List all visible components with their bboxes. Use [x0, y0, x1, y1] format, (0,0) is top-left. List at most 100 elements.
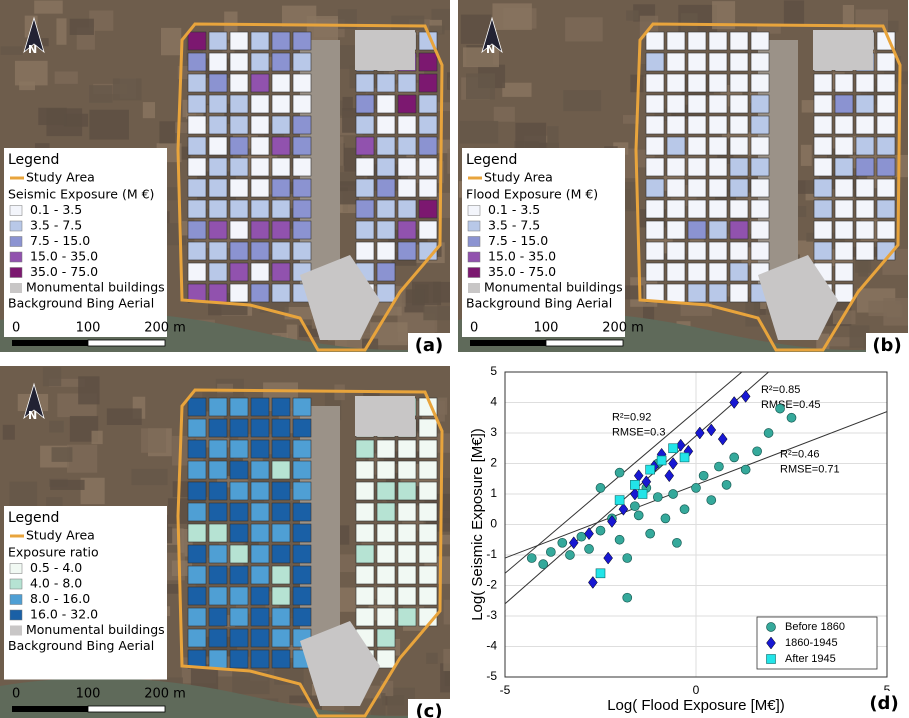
building — [208, 178, 228, 198]
point — [565, 550, 575, 560]
building — [876, 136, 896, 156]
building — [687, 241, 707, 261]
legend-label: 8.0 - 16.0 — [30, 591, 90, 606]
building — [708, 157, 728, 177]
building — [397, 481, 417, 501]
building — [292, 115, 312, 135]
building — [208, 460, 228, 480]
scale-label: 200 m — [602, 321, 644, 336]
building — [418, 502, 438, 522]
building — [418, 418, 438, 438]
aerial-texture — [50, 479, 85, 490]
legend-label: Background Bing Aerial — [8, 638, 154, 653]
building — [708, 199, 728, 219]
aerial-texture — [56, 18, 67, 45]
building — [271, 283, 291, 303]
aerial-texture — [142, 102, 156, 119]
building — [292, 136, 312, 156]
legend-label: 35.0 - 75.0 — [488, 264, 556, 279]
building — [418, 157, 438, 177]
legend-swatch — [9, 251, 23, 263]
legend-label: Background Bing Aerial — [8, 296, 154, 311]
building — [376, 586, 396, 606]
building — [271, 523, 291, 543]
building — [729, 115, 749, 135]
building — [855, 94, 875, 114]
building — [229, 397, 249, 417]
aerial-texture — [36, 38, 49, 47]
building — [250, 199, 270, 219]
point — [526, 553, 537, 563]
building — [876, 94, 896, 114]
building — [271, 460, 291, 480]
building — [813, 199, 833, 219]
building — [376, 439, 396, 459]
building — [708, 94, 728, 114]
point — [622, 553, 633, 563]
aerial-texture — [391, 15, 425, 31]
building — [292, 586, 312, 606]
building — [292, 607, 312, 627]
building — [418, 523, 438, 543]
fit-r2: R²=0.92 — [612, 412, 651, 424]
building — [666, 283, 686, 303]
point — [656, 455, 667, 466]
building — [708, 115, 728, 135]
legend-label: After 1945 — [785, 653, 836, 665]
building — [271, 586, 291, 606]
legend-label: Study Area — [26, 170, 95, 185]
building — [292, 439, 312, 459]
y-tick-label: -3 — [486, 608, 497, 622]
building — [418, 52, 438, 72]
aerial-texture — [49, 420, 64, 433]
building — [666, 31, 686, 51]
building — [750, 94, 770, 114]
building — [271, 157, 291, 177]
monumental-building — [758, 255, 838, 340]
aerial-texture — [275, 488, 306, 501]
aerial-texture — [447, 148, 450, 174]
building — [855, 199, 875, 219]
building — [208, 241, 228, 261]
point — [595, 568, 606, 579]
building — [376, 136, 396, 156]
building — [292, 460, 312, 480]
aerial-texture — [842, 5, 855, 28]
aerial-texture — [404, 289, 425, 313]
building — [250, 628, 270, 648]
building — [271, 481, 291, 501]
building — [187, 502, 207, 522]
building — [645, 220, 665, 240]
aerial-texture — [515, 122, 547, 152]
building — [397, 502, 417, 522]
aerial-texture — [757, 23, 781, 34]
building — [229, 283, 249, 303]
aerial-texture — [783, 0, 805, 26]
building — [250, 565, 270, 585]
scale-label: 100 — [534, 321, 559, 336]
building — [208, 439, 228, 459]
aerial-texture — [175, 122, 198, 134]
building — [855, 136, 875, 156]
building — [687, 136, 707, 156]
building — [208, 52, 228, 72]
point — [633, 510, 644, 521]
scale-label: 200 m — [144, 687, 186, 702]
building — [418, 73, 438, 93]
building — [687, 73, 707, 93]
point — [614, 467, 625, 478]
building — [271, 115, 291, 135]
legend-class-title: Flood Exposure (M €) — [466, 187, 598, 202]
aerial-texture — [160, 677, 183, 688]
aerial-texture — [9, 481, 38, 509]
y-tick-label: -4 — [486, 639, 497, 653]
legend-class-title: Exposure ratio — [8, 545, 99, 560]
legend-label: Monumental buildings — [484, 280, 623, 295]
aerial-texture — [141, 428, 167, 453]
aerial-texture — [14, 60, 48, 86]
building — [376, 73, 396, 93]
building — [645, 31, 665, 51]
building — [355, 460, 375, 480]
building — [708, 262, 728, 282]
